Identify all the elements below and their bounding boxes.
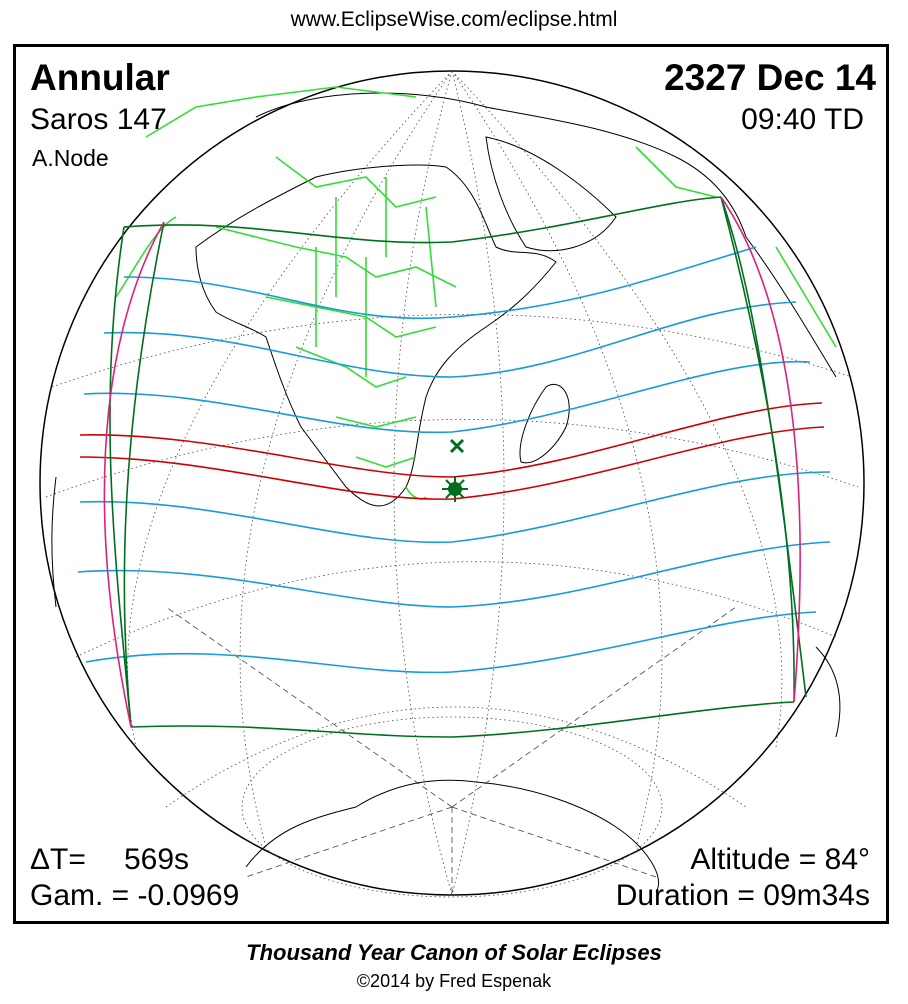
europe-coastline [255,92,747,238]
source-url[interactable]: www.EclipseWise.com/eclipse.html [290,8,618,31]
orbital-node: A.Node [32,145,109,171]
south-america-coastline [51,476,57,608]
antarctica-coastline [245,779,660,893]
arabia-coastline [485,136,617,252]
penumbral-limit-curves [77,246,831,674]
eclipse-type: Annular [30,57,170,98]
graticule [45,70,859,898]
delta-t-label: ΔT= [30,843,86,876]
outer-limit-curves [109,196,807,738]
australia-coastline [815,646,841,738]
canon-title: Thousand Year Canon of Solar Eclipses [246,940,662,965]
saros-number: Saros 147 [30,103,167,136]
eclipse-map-frame: Annular 2327 Dec 14 Saros 147 09:40 TD A… [13,44,889,924]
country-borders [115,86,837,500]
eclipse-date: 2327 Dec 14 [664,57,876,98]
madagascar-coastline [519,384,570,464]
rise-set-curves [103,196,801,728]
india-coastline [745,236,837,378]
greatest-duration-marker [449,438,465,454]
annular-path-limits [79,402,825,500]
south-pole-graticule [165,606,737,895]
central-duration: Duration = 09m34s [615,879,870,912]
eclipse-globe-map [39,70,865,898]
sun-altitude: Altitude = 84° [690,843,870,876]
greatest-eclipse-marker [442,476,468,502]
eclipse-time: 09:40 TD [741,103,864,136]
copyright-notice: ©2014 by Fred Espenak [356,971,552,991]
gamma-value: Gam. = -0.0969 [30,879,240,912]
delta-t-value: 569s [124,843,190,876]
